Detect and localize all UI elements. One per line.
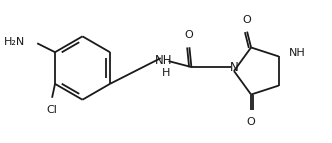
Text: N: N <box>230 60 238 74</box>
Text: O: O <box>243 15 252 25</box>
Text: H: H <box>161 68 170 78</box>
Text: NH: NH <box>289 48 305 58</box>
Text: O: O <box>184 30 193 40</box>
Text: NH: NH <box>155 54 172 67</box>
Text: H₂N: H₂N <box>4 37 25 47</box>
Text: O: O <box>247 117 255 127</box>
Text: Cl: Cl <box>46 105 57 115</box>
